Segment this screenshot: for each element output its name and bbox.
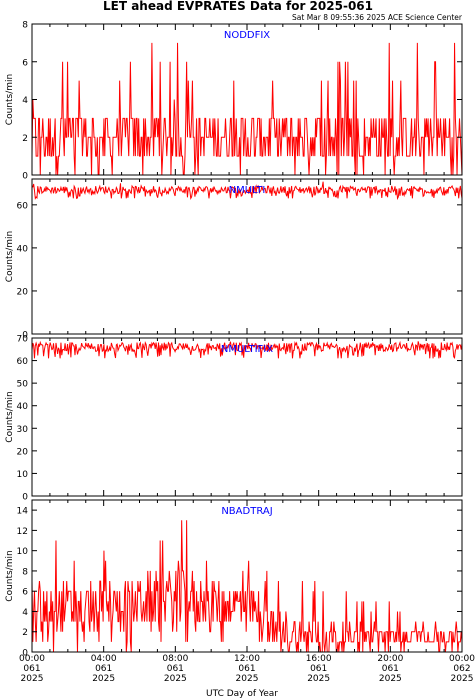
x-tick-label: 2025 [307,674,330,684]
y-tick-label: 50 [17,380,29,390]
y-tick-label: 0 [22,172,28,182]
series-line [31,181,463,201]
y-tick-label: 60 [17,357,29,367]
panel-nbadtraj: 0 2 4 6 8 10 12 14 Counts/min NBADTRAJ [5,499,463,659]
x-axis-title: UTC Day of Year [206,689,278,699]
x-tick-label: 20:00 [377,654,403,664]
y-tick-label: 40 [17,244,29,254]
y-tick-label: 2 [22,134,28,144]
panel-label: NMULTIFIX [221,344,273,355]
y-tick-label: 70 [17,335,29,345]
y-tick-label: 4 [22,608,28,618]
y-tick-label: 30 [17,425,29,435]
y-tick-label: 0 [22,331,28,341]
x-tick-label: 2025 [164,674,187,684]
x-tick-label: 2025 [379,674,402,684]
y-tick-label: 0 [22,649,28,659]
y-tick-label: 6 [22,588,28,598]
x-tick-label: 061 [167,664,184,674]
y-tick-label: 20 [17,287,29,297]
y-tick-label: 4 [22,96,28,106]
x-tick-label: 2025 [92,674,115,684]
panel-noddfix: 0 2 4 6 8 Counts/min NODDFIX [5,21,463,182]
series-line [31,42,463,176]
y-tick-label: 40 [17,402,29,412]
panel-label: NBADTRAJ [221,506,272,517]
x-tick-label: 061 [382,664,399,674]
y-tick-label: 10 [17,470,29,480]
timestamp-text: Sat Mar 8 09:55:36 2025 ACE Science Cent… [292,13,463,22]
y-tick-label: 8 [22,567,28,577]
y-axis-title: Counts/min [5,231,15,282]
panel-nmulti: 0 20 40 60 Counts/min NMULTI [5,178,463,341]
x-tick-label: 12:00 [234,654,260,664]
series-line [31,520,463,653]
x-tick-label: 061 [95,664,112,674]
x-tick-label: 2025 [236,674,259,684]
plot-frame [31,337,463,497]
panel-label: NMULTI [229,185,266,196]
x-tick-label: 00:00 [19,654,45,664]
y-tick-label: 8 [22,21,28,31]
x-tick-label: 00:00 [449,654,475,664]
y-tick-label: 60 [17,201,29,211]
chart-title: LET ahead EVPRATES Data for 2025-061 [103,0,373,13]
y-axis-title: Counts/min [5,74,15,125]
x-tick-label: 2025 [21,674,44,684]
x-tick-label: 061 [238,664,255,674]
x-tick-label: 16:00 [306,654,332,664]
y-tick-label: 2 [22,628,28,638]
y-tick-label: 6 [22,58,28,68]
series-line [31,340,463,359]
panel-label: NODDFIX [224,30,270,41]
y-tick-label: 14 [17,507,29,517]
x-tick-label: 062 [453,664,470,674]
y-tick-label: 10 [17,547,29,557]
panel-nmultifix: 0 10 20 30 40 50 60 70 Counts/min NMULTIFIX [5,335,463,503]
x-axis-labels: 00:00061202504:00061202508:00061202512:0… [19,654,475,684]
y-tick-label: 12 [17,527,28,537]
y-tick-label: 20 [17,447,29,457]
y-axis-title: Counts/min [5,391,15,442]
x-tick-label: 08:00 [162,654,188,664]
plot-frame [31,178,463,335]
x-tick-label: 061 [23,664,40,674]
x-tick-label: 2025 [451,674,474,684]
x-tick-label: 04:00 [91,654,117,664]
x-tick-label: 061 [310,664,327,674]
y-axis-title: Counts/min [5,550,15,601]
y-tick-label: 0 [22,493,28,503]
